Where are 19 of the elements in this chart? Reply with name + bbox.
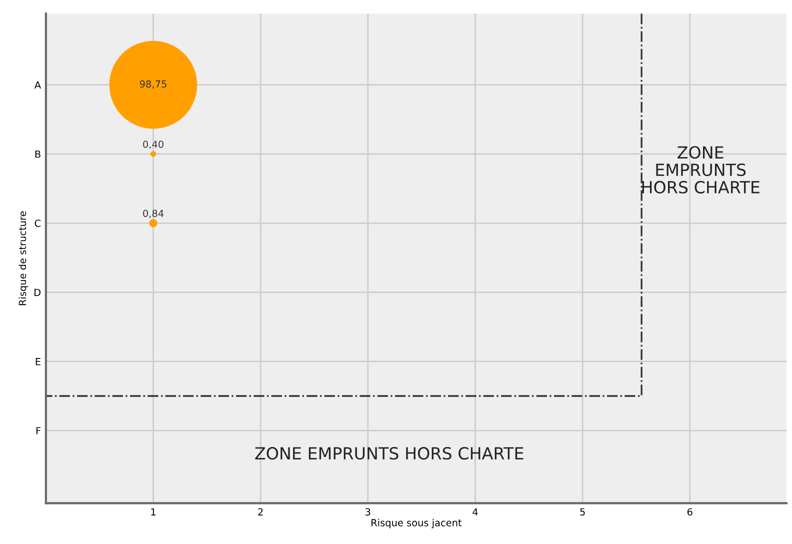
- x-tick-label: 4: [472, 508, 478, 516]
- data-label: 0,84: [143, 210, 164, 218]
- x-tick-label: 1: [151, 508, 156, 516]
- x-tick-label: 2: [258, 508, 263, 516]
- y-tick-label: D: [34, 288, 40, 296]
- x-tick-label: 3: [366, 508, 370, 516]
- y-tick-label: A: [34, 81, 41, 89]
- x-tick-label: 6: [687, 508, 692, 516]
- y-axis-title: Risque de structure: [18, 211, 28, 306]
- y-tick-label: C: [34, 220, 41, 227]
- y-tick-label: F: [36, 427, 41, 434]
- x-tick-label: 5: [580, 508, 585, 516]
- data-label: 0,40: [143, 140, 164, 149]
- annotation: ZONE EMPRUNTS HORS CHARTE: [255, 447, 524, 460]
- y-tick-label: E: [36, 358, 40, 366]
- x-axis-title: Risque sous jacent: [372, 518, 462, 528]
- y-tick-label: B: [35, 150, 40, 158]
- data-label: 98,75: [140, 80, 166, 89]
- annotation: ZONE EMPRUNTS HORS CHARTE: [642, 146, 760, 194]
